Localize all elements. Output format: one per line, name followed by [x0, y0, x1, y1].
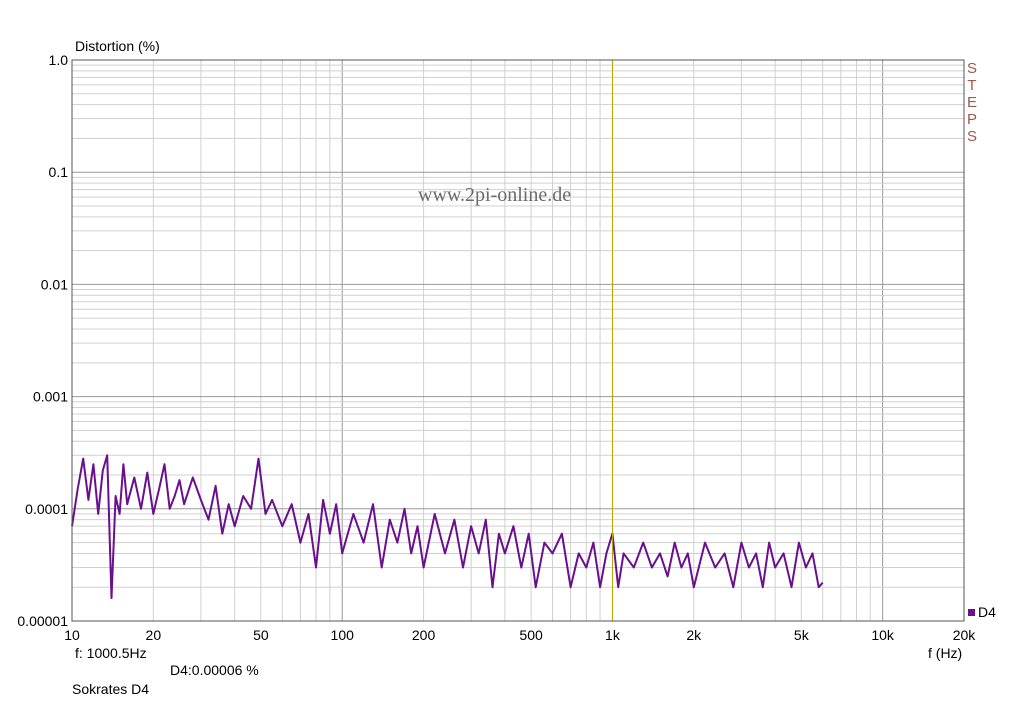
- steps-letter: T: [967, 77, 977, 94]
- y-tick-label: 1.0: [49, 52, 69, 68]
- x-tick-label: 500: [519, 627, 543, 643]
- plot-series: [71, 454, 824, 600]
- grid: [71, 59, 965, 622]
- x-tick-label: 20k: [953, 627, 977, 643]
- y-tick-label: 0.001: [33, 389, 68, 405]
- legend-entry-d4: D4: [978, 604, 996, 620]
- footer-caption: Sokrates D4: [72, 681, 150, 697]
- tick-labels: 10 20 50 100 200 500 1k 2k 5k 10k 20k 1.0 0.1 0.01 0.0…: [17, 52, 976, 643]
- y-axis-label: Distortion (%): [75, 38, 160, 54]
- plot-frame: [71, 59, 965, 622]
- x-tick-label: 200: [412, 627, 436, 643]
- cursor-frequency-readout: f: 1000.5Hz: [75, 645, 147, 661]
- steps-letter: P: [966, 111, 977, 128]
- legend: D4: [968, 604, 996, 620]
- x-tick-label: 50: [253, 627, 269, 643]
- y-tick-label: 0.1: [49, 164, 69, 180]
- steps-side-label: S T E P S: [964, 60, 980, 145]
- watermark-url: www.2pi-online.de: [418, 184, 572, 206]
- y-tick-label: 0.0001: [25, 501, 68, 517]
- x-tick-label: 20: [146, 627, 162, 643]
- steps-letter: S: [966, 128, 977, 145]
- y-tick-label: 0.01: [41, 276, 68, 292]
- x-tick-label: 10: [64, 627, 80, 643]
- x-tick-label: 2k: [686, 627, 702, 643]
- series-line-d4: [71, 454, 824, 600]
- x-tick-label: 1k: [605, 627, 621, 643]
- x-tick-label: 5k: [794, 627, 810, 643]
- y-tick-label: 0.00001: [17, 613, 68, 629]
- x-tick-label: 100: [331, 627, 355, 643]
- legend-swatch: [968, 609, 975, 616]
- steps-letter: S: [966, 60, 977, 77]
- steps-letter: E: [966, 94, 977, 111]
- cursor-value-readout: D4:0.00006 %: [170, 662, 259, 678]
- x-axis-label: f (Hz): [928, 645, 963, 661]
- x-tick-label: 10k: [871, 627, 895, 643]
